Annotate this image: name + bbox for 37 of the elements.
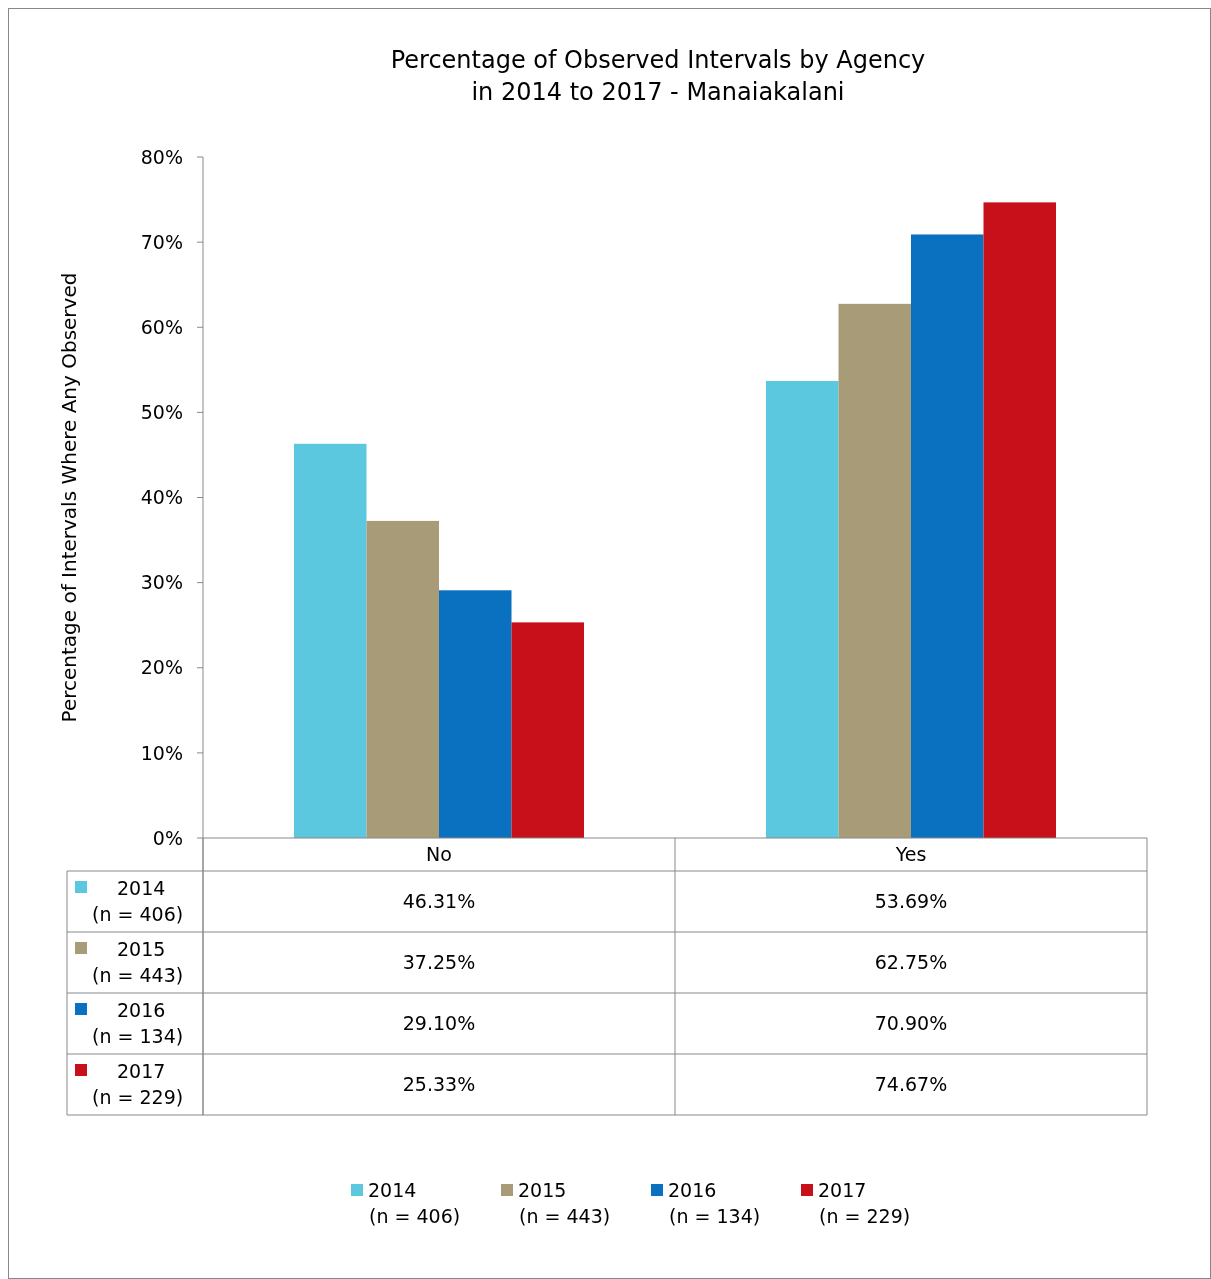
data-label: 62.75% <box>874 951 948 974</box>
y-tick-label: 80% <box>140 145 183 168</box>
y-tick-label: 60% <box>140 315 183 338</box>
bar <box>911 234 984 838</box>
text: 2014 (n = 406) <box>368 1179 461 1227</box>
y-tick-label: 50% <box>140 401 183 424</box>
y-tick-label: 40% <box>140 486 183 509</box>
data-label: 70.90% <box>874 1012 948 1035</box>
y-axis-title: Percentage of Intervals Where Any Observed <box>57 272 81 723</box>
chart-title: Percentage of Observed Intervals by Agency in 2014 to 2017 - Manaiakalani <box>390 46 926 106</box>
data-label: 37.25% <box>402 951 476 974</box>
text: 2016 (n = 134) <box>668 1179 761 1227</box>
legend-label: 2014 (n = 406) <box>92 877 184 925</box>
data-label: 25.33% <box>402 1073 476 1096</box>
bar <box>366 520 439 838</box>
text: 2015 (n = 443) <box>518 1179 611 1227</box>
bar <box>511 622 584 838</box>
data-label: 74.67% <box>874 1073 948 1096</box>
bar <box>983 202 1056 838</box>
bar <box>838 303 911 838</box>
y-tick-label: 20% <box>140 656 183 679</box>
y-tick-label: 30% <box>140 571 183 594</box>
data-label: 46.31% <box>402 890 476 913</box>
data-label: 29.10% <box>402 1012 476 1035</box>
legend-label: 2015 (n = 443) <box>92 938 184 986</box>
y-tick-label: 70% <box>140 230 183 253</box>
legend-label: 2016 (n = 134) <box>92 999 184 1047</box>
y-tick-label: 0% <box>152 826 183 849</box>
bar <box>439 590 512 838</box>
bar <box>294 443 367 838</box>
bar <box>766 380 839 838</box>
text: 2017 (n = 229) <box>92 1060 184 1108</box>
data-label: 53.69% <box>874 890 948 913</box>
y-tick-label: 10% <box>140 741 183 764</box>
x-tick-label: Yes <box>894 843 927 866</box>
x-tick-label: No <box>426 843 452 866</box>
legend-label: 2017 (n = 229) <box>818 1179 911 1227</box>
